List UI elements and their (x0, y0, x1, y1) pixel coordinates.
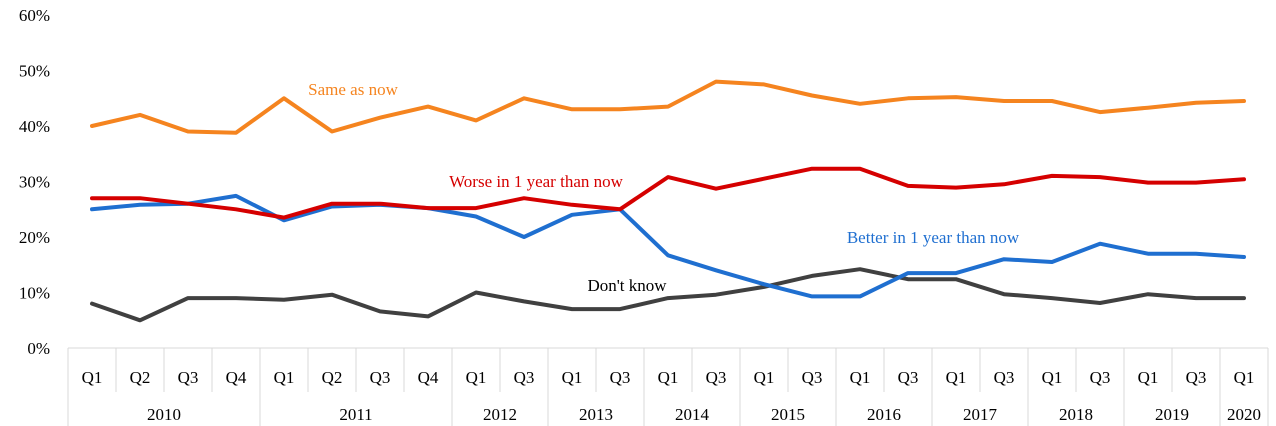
series-label: Don't know (587, 276, 667, 295)
year-tick-label: 2018 (1059, 405, 1093, 424)
year-tick-label: 2020 (1227, 405, 1261, 424)
quarter-tick-label: Q1 (1234, 368, 1255, 387)
series-label: Same as now (308, 80, 398, 99)
year-tick-label: 2017 (963, 405, 998, 424)
y-tick-label: 20% (19, 228, 50, 247)
series-line-same-as-now (90, 79, 1246, 135)
year-tick-label: 2015 (771, 405, 805, 424)
quarter-tick-label: Q3 (706, 368, 727, 387)
quarter-tick-label: Q1 (658, 368, 679, 387)
y-tick-label: 0% (27, 339, 50, 358)
quarter-tick-label: Q1 (754, 368, 775, 387)
year-tick-label: 2011 (339, 405, 372, 424)
series-line-better-in-1-year-than-now (90, 193, 1246, 299)
quarter-tick-label: Q3 (1186, 368, 1207, 387)
quarter-tick-label: Q1 (274, 368, 295, 387)
y-tick-label: 30% (19, 173, 50, 192)
quarter-tick-label: Q1 (1042, 368, 1063, 387)
year-tick-label: 2019 (1155, 405, 1189, 424)
quarter-tick-label: Q2 (322, 368, 343, 387)
year-tick-label: 2016 (867, 405, 901, 424)
quarter-tick-label: Q3 (898, 368, 919, 387)
quarter-tick-label: Q3 (1090, 368, 1111, 387)
quarter-tick-label: Q1 (82, 368, 103, 387)
year-tick-label: 2012 (483, 405, 517, 424)
series-label: Better in 1 year than now (847, 228, 1020, 247)
quarter-tick-label: Q1 (466, 368, 487, 387)
quarter-tick-label: Q3 (178, 368, 199, 387)
x-axis: Q1 Q2 Q3 Q4 Q1 Q2 Q3 Q4 Q1 Q3 Q1 Q3 Q1 Q3 Q1 Q3 Q1 Q3 Q1 Q3… (67, 347, 1269, 426)
series-labels: Same as now Worse in 1 year than now Bette… (308, 80, 1020, 295)
quarter-tick-label: Q1 (946, 368, 967, 387)
quarter-tick-label: Q1 (562, 368, 583, 387)
quarter-tick-label: Q1 (1138, 368, 1159, 387)
series-label: Worse in 1 year than now (449, 172, 624, 191)
y-tick-label: 40% (19, 117, 50, 136)
y-tick-label: 50% (19, 62, 50, 81)
quarter-tick-label: Q3 (370, 368, 391, 387)
y-tick-label: 60% (19, 6, 50, 25)
series-line-worse-in-1-year-than-now (90, 166, 1246, 220)
y-tick-label: 10% (19, 284, 50, 303)
series-line-don-t-know (90, 267, 1246, 323)
quarter-tick-label: Q4 (226, 368, 247, 387)
quarter-tick-label: Q3 (802, 368, 823, 387)
y-axis-ticks: 0% 10% 20% 30% 40% 50% 60% (19, 6, 50, 358)
quarter-tick-label: Q2 (130, 368, 151, 387)
quarter-tick-label: Q4 (418, 368, 439, 387)
quarter-tick-label: Q3 (514, 368, 535, 387)
year-tick-label: 2014 (675, 405, 710, 424)
quarter-tick-label: Q1 (850, 368, 871, 387)
quarter-tick-label: Q3 (994, 368, 1015, 387)
quarter-tick-label: Q3 (610, 368, 631, 387)
series-lines (90, 79, 1246, 323)
year-tick-label: 2010 (147, 405, 181, 424)
year-tick-label: 2013 (579, 405, 613, 424)
